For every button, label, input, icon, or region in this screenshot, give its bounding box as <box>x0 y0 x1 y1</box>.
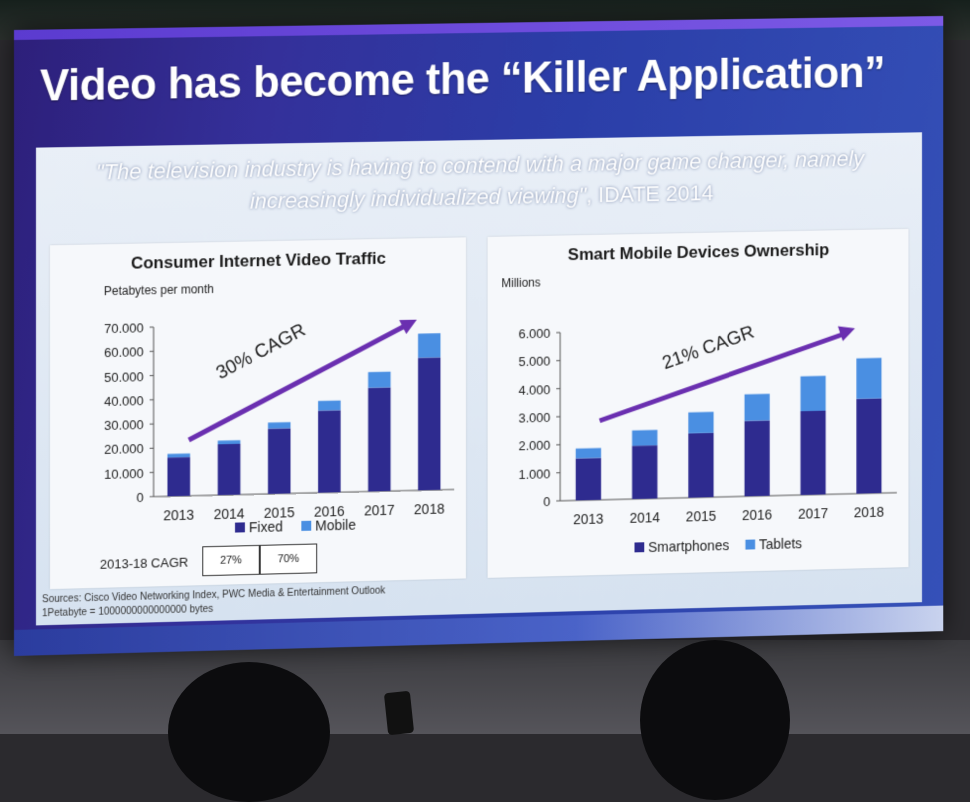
x-tick-label: 2017 <box>364 502 395 519</box>
sources-note: Sources: Cisco Video Networking Index, P… <box>42 584 385 621</box>
quote-source: , IDATE 2014 <box>586 180 713 207</box>
quote-text: "The television industry is having to co… <box>96 146 864 214</box>
legend-label-mobile: Mobile <box>315 517 356 534</box>
bar-mobile-2013 <box>167 453 190 457</box>
cagr-arrow-head <box>838 326 855 341</box>
x-axis-line <box>154 489 455 496</box>
bar-tablets-2017 <box>801 376 826 411</box>
cagr-annotation: 30% CAGR <box>213 320 309 384</box>
bar-mobile-2016 <box>318 400 341 410</box>
legend-label-fixed: Fixed <box>249 518 283 535</box>
video-traffic-chart-box: Consumer Internet Video Traffic Petabyte… <box>50 237 466 589</box>
x-tick-label: 2016 <box>742 507 772 524</box>
y-tick-label: 50.000 <box>104 369 144 385</box>
y-tick-label: 1.000 <box>519 466 551 482</box>
legend-label-smartphones: Smartphones <box>648 537 729 555</box>
bar-mobile-2015 <box>268 422 291 429</box>
y-tick-label: 3.000 <box>519 410 551 426</box>
bar-smartphones-2017 <box>801 411 826 495</box>
x-tick-label: 2013 <box>163 507 194 524</box>
room-floor <box>0 640 970 734</box>
slide-title: Video has become the “Killer Application… <box>40 48 885 111</box>
video-traffic-chart: 0 10.000 20.000 30.000 40.000 50.000 60.000 70.… <box>50 237 466 545</box>
y-tick-label: 20.000 <box>104 441 144 457</box>
y-tick-label: 60.000 <box>104 345 144 361</box>
legend-swatch-smartphones <box>634 542 644 552</box>
y-tick-label: 0 <box>543 494 550 509</box>
mobile-devices-chart-box: Smart Mobile Devices Ownership Millions … <box>488 229 909 578</box>
bar-smartphones-2014 <box>632 445 657 499</box>
bar-tablets-2018 <box>856 358 881 399</box>
legend-swatch-fixed <box>235 522 245 532</box>
bar-tablets-2016 <box>744 394 769 421</box>
y-tick-label: 0 <box>136 490 143 505</box>
mobile-devices-chart: 0 1.000 2.000 3.000 4.000 5.000 6.000 2013 2014 2… <box>488 229 909 578</box>
bar-tablets-2015 <box>688 412 713 434</box>
x-tick-label: 2015 <box>686 508 717 525</box>
x-axis-line <box>560 493 897 501</box>
y-tick-label: 30.000 <box>104 417 144 433</box>
y-tick-label: 5.000 <box>519 354 551 370</box>
bar-fixed-2013 <box>167 457 190 496</box>
bar-smartphones-2013 <box>576 458 601 501</box>
y-tick-label: 4.000 <box>519 382 551 398</box>
y-tick-label: 70.000 <box>104 320 144 336</box>
bar-tablets-2014 <box>632 430 657 446</box>
cagr-annotation: 21% CAGR <box>660 322 757 374</box>
legend-swatch-mobile <box>301 521 311 531</box>
cagr-mobile-cell: 70% <box>260 543 317 574</box>
bar-fixed-2015 <box>268 428 291 494</box>
legend-swatch-tablets <box>745 539 755 549</box>
legend-label-tablets: Tablets <box>759 535 802 552</box>
bar-fixed-2017 <box>368 387 390 491</box>
bar-smartphones-2018 <box>856 398 881 493</box>
x-tick-label: 2017 <box>798 505 828 522</box>
x-tick-label: 2018 <box>854 504 884 520</box>
x-tick-label: 2018 <box>414 501 445 518</box>
audience-head-left <box>168 662 330 802</box>
cagr-label: 2013-18 CAGR <box>100 554 188 571</box>
audience-head-right <box>640 640 790 800</box>
y-tick-label: 40.000 <box>104 393 144 409</box>
bar-fixed-2018 <box>418 357 440 490</box>
bar-smartphones-2016 <box>744 420 769 496</box>
quote: "The television industry is having to co… <box>36 142 922 221</box>
content-panel: "The television industry is having to co… <box>36 132 922 625</box>
projected-slide: Video has become the “Killer Application… <box>14 16 943 656</box>
y-tick-label: 2.000 <box>519 438 551 454</box>
x-tick-label: 2013 <box>573 511 604 528</box>
bar-smartphones-2015 <box>688 433 713 498</box>
cagr-table: 2013-18 CAGR 27% 70% <box>100 543 317 578</box>
x-tick-label: 2014 <box>630 509 661 526</box>
y-tick-label: 10.000 <box>104 466 144 482</box>
bar-fixed-2016 <box>318 410 341 493</box>
y-tick-label: 6.000 <box>519 326 551 342</box>
bar-tablets-2013 <box>576 448 601 458</box>
x-tick-label: 2014 <box>214 505 245 522</box>
bar-mobile-2017 <box>368 372 390 388</box>
bar-mobile-2014 <box>218 440 241 444</box>
bar-mobile-2018 <box>418 333 440 358</box>
bar-fixed-2014 <box>218 444 241 495</box>
cagr-fixed-cell: 27% <box>202 545 260 576</box>
audience-phone <box>384 691 414 735</box>
